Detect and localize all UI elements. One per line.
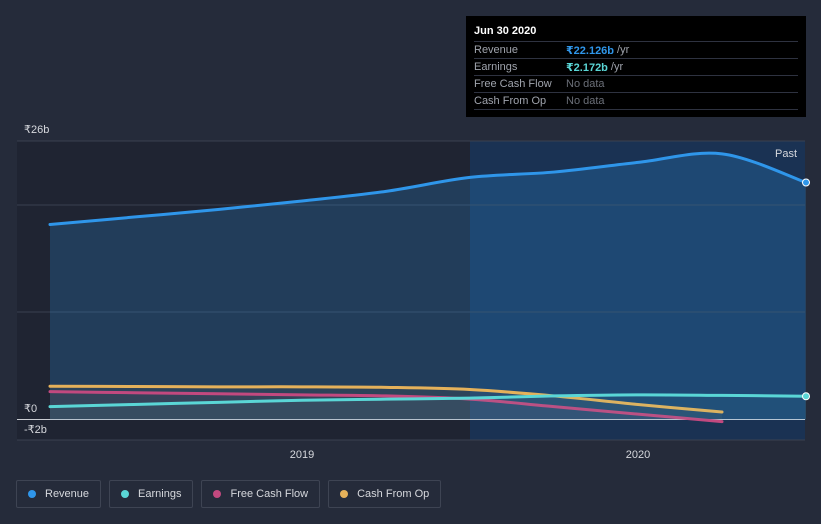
legend-label: Cash From Op [357, 488, 430, 500]
free-cash-flow-area [50, 391, 722, 422]
tooltip-unit: /yr [617, 44, 630, 56]
free-cash-flow-dot-icon [213, 490, 222, 498]
tooltip-value: No data [566, 95, 605, 107]
cash-from-op-line [48, 384, 724, 414]
x-tick-label: 2019 [290, 449, 314, 461]
legend-label: Revenue [45, 488, 90, 500]
legend-item-free-cash-flow[interactable]: Free Cash Flow [201, 480, 321, 508]
tooltip-unit: /yr [610, 61, 624, 73]
earnings-dot-icon [121, 490, 130, 498]
tooltip-date: Jun 30 2020 [474, 25, 537, 37]
tooltip-row-cash-from-op: Cash From Op No data [474, 92, 798, 110]
y-tick-label: ₹26b [24, 124, 49, 136]
tooltip-row-free-cash-flow: Free Cash Flow No data [474, 75, 798, 92]
y-tick-label: ₹0 [24, 403, 37, 415]
revenue-area [50, 153, 806, 420]
tooltip-value: No data [566, 78, 605, 90]
legend-label: Free Cash Flow [230, 488, 309, 500]
earnings-line [48, 393, 808, 409]
x-tick-label: 2020 [626, 449, 650, 461]
tooltip-label: Earnings [474, 61, 518, 73]
legend: Revenue Earnings Free Cash Flow Cash Fro… [16, 480, 442, 508]
earnings-area [50, 394, 806, 420]
tooltip-label: Free Cash Flow [474, 78, 552, 90]
legend-item-cash-from-op[interactable]: Cash From Op [328, 480, 442, 508]
revenue-dot-icon [28, 490, 36, 498]
cash-from-op-dot-icon [340, 490, 349, 498]
tooltip: Jun 30 2020 Revenue ₹22.126b /yr Earning… [466, 16, 806, 117]
legend-label: Earnings [138, 488, 182, 500]
y-tick-label: -₹2b [24, 424, 47, 436]
tooltip-row-revenue: Revenue ₹22.126b /yr [474, 41, 798, 58]
past-label: Past [775, 148, 797, 160]
tooltip-row-earnings: Earnings ₹2.172b /yr [474, 58, 798, 75]
legend-item-revenue[interactable]: Revenue [16, 480, 102, 508]
past-region [470, 141, 805, 440]
legend-item-earnings[interactable]: Earnings [109, 480, 194, 508]
tooltip-label: Revenue [474, 44, 519, 56]
free-cash-flow-line [48, 390, 724, 424]
tooltip-value: ₹2.172b [566, 61, 608, 74]
earnings-end-marker [802, 392, 810, 401]
revenue-end-marker [802, 178, 810, 187]
tooltip-value: ₹22.126b [566, 44, 615, 57]
revenue-line [48, 151, 808, 227]
tooltip-label: Cash From Op [474, 95, 547, 107]
